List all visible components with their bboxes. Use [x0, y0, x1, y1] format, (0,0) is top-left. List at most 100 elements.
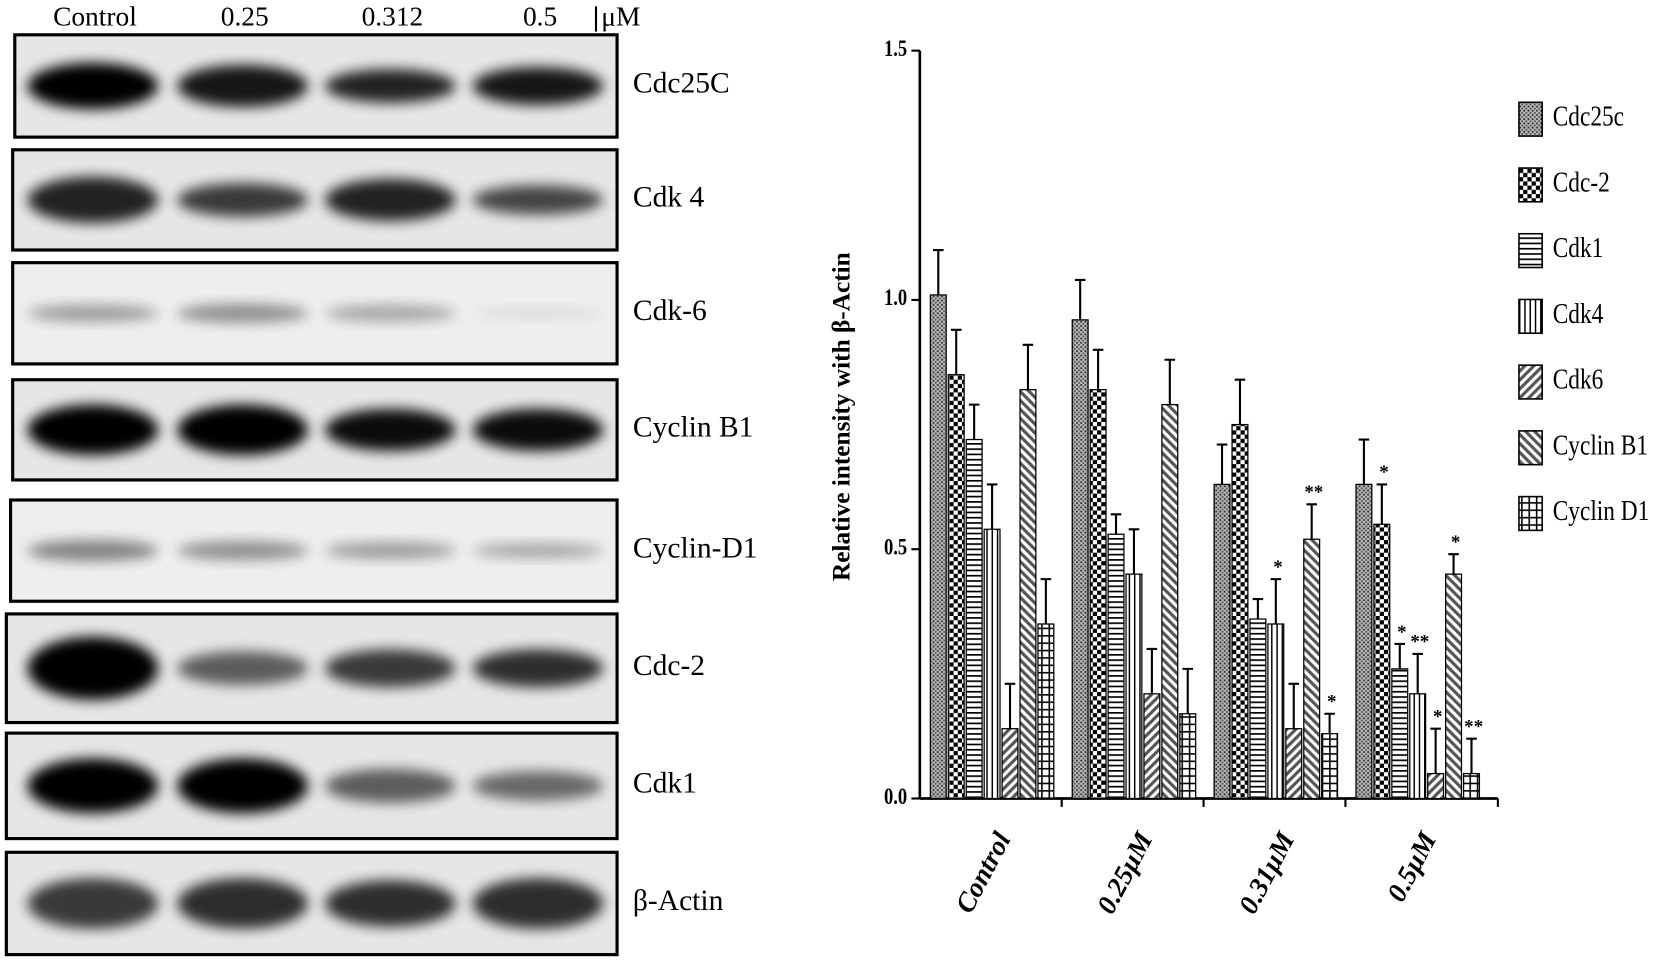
x-tick-label: Control — [949, 827, 1016, 918]
blot-band — [27, 636, 159, 700]
bar — [1355, 483, 1373, 800]
bar — [1373, 523, 1391, 800]
bar — [1213, 483, 1231, 800]
blot-band — [177, 541, 309, 561]
bar — [983, 528, 1001, 800]
error-bar — [1040, 578, 1052, 624]
error-bar — [986, 483, 998, 530]
significance-label: * — [1273, 557, 1282, 578]
blot-band — [27, 540, 159, 562]
blot-band — [472, 408, 604, 451]
bar — [1125, 573, 1143, 800]
unit-label: μM — [601, 1, 640, 31]
lane-label: 0.5 — [523, 1, 557, 31]
blot-band — [324, 408, 456, 451]
error-bar — [1234, 378, 1246, 425]
x-tick-label: 0.31μM — [1233, 826, 1301, 919]
lane-label: 0.312 — [362, 1, 424, 31]
protein-label: Cdk-6 — [633, 295, 707, 327]
error-bar — [1270, 578, 1282, 624]
error-bar — [1182, 667, 1194, 714]
error-bar — [1430, 727, 1441, 774]
error-bar — [1164, 358, 1176, 405]
y-tick-label: 1.5 — [884, 35, 907, 62]
legend-swatch — [1518, 495, 1543, 532]
blot-band — [472, 878, 604, 929]
bar — [1143, 693, 1161, 800]
legend-swatch — [1518, 232, 1543, 269]
bar — [1089, 389, 1107, 800]
blot-band — [27, 62, 159, 110]
protein-label: β-Actin — [633, 885, 724, 917]
blot-band — [324, 768, 456, 803]
bar — [1161, 403, 1179, 800]
significance-label: ** — [1304, 482, 1323, 503]
blot-band — [324, 304, 456, 322]
legend-label: Cyclin D1 — [1553, 495, 1650, 527]
blot-band — [324, 649, 456, 688]
bar — [1071, 319, 1089, 800]
error-bar — [1358, 438, 1370, 485]
error-bar — [1394, 642, 1406, 669]
bar — [1037, 623, 1055, 800]
error-bar — [1146, 647, 1158, 694]
blot-band — [472, 771, 604, 801]
blot-band — [324, 178, 456, 221]
error-bar — [933, 249, 944, 295]
bar — [1303, 538, 1321, 800]
blot-band — [177, 303, 309, 323]
blot-band — [177, 183, 309, 217]
blot-band — [177, 878, 309, 929]
blot-band — [177, 651, 309, 686]
blot-band — [324, 880, 456, 927]
protein-label: Cdk 4 — [633, 182, 705, 214]
legend-swatch — [1518, 298, 1543, 335]
bar — [929, 294, 947, 800]
bar — [1409, 693, 1427, 800]
error-bar — [1306, 503, 1317, 540]
significance-label: * — [1397, 622, 1406, 643]
blot-band — [472, 308, 604, 319]
error-bar — [1092, 348, 1104, 390]
lane-label: Control — [53, 1, 137, 31]
bar — [1285, 728, 1303, 800]
blot-band — [324, 542, 456, 560]
error-bar — [1252, 598, 1264, 620]
protein-label: Cyclin-D1 — [633, 532, 758, 564]
protein-label: Cdc25C — [633, 68, 730, 100]
bar — [1267, 623, 1285, 800]
significance-label: * — [1433, 707, 1442, 728]
blot-band — [177, 64, 309, 108]
legend-swatch — [1518, 101, 1543, 137]
bar — [1231, 423, 1249, 800]
x-tick-label: 0.5μM — [1381, 826, 1443, 907]
significance-label: ** — [1410, 632, 1429, 653]
blot-band — [27, 878, 159, 929]
bar-chart: 0.0 0.5 1.0 1.5 Relative intensity with β-Ac… — [828, 35, 1650, 919]
bar — [1445, 573, 1463, 800]
error-bar — [1074, 278, 1086, 320]
bar — [1427, 772, 1445, 800]
blot-band — [472, 649, 604, 688]
blot-band — [324, 69, 456, 103]
y-tick-label: 0.5 — [884, 534, 907, 561]
error-bar — [1466, 737, 1477, 774]
error-bar — [1376, 483, 1388, 525]
legend-label: Cdk1 — [1553, 232, 1604, 264]
protein-label: Cdc-2 — [633, 650, 705, 682]
error-bar — [1128, 528, 1140, 575]
error-bar — [1412, 652, 1423, 694]
bar — [1462, 772, 1481, 800]
y-tick-label: 1.0 — [884, 284, 907, 311]
y-tick-label: 0.0 — [884, 783, 907, 810]
protein-label: Cyclin B1 — [633, 412, 754, 444]
error-bar — [950, 328, 962, 375]
legend-label: Cdc-2 — [1553, 166, 1610, 198]
legend-label: Cyclin B1 — [1553, 429, 1648, 461]
protein-label: Cdk1 — [633, 768, 697, 800]
blot-band — [27, 404, 159, 456]
lane-label: 0.25 — [221, 1, 269, 31]
legend-label: Cdk6 — [1553, 363, 1604, 395]
